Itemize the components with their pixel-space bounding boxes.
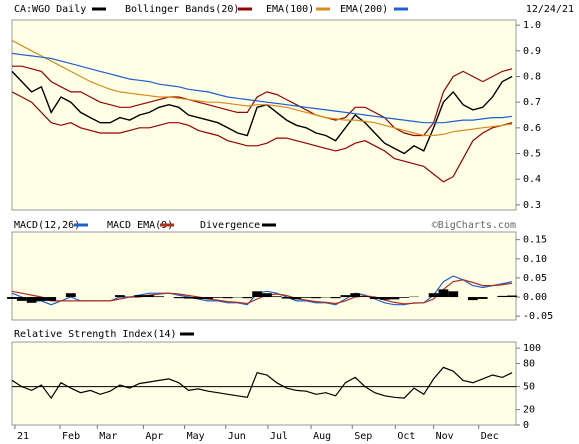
divergence-bar — [281, 297, 292, 299]
series-line — [11, 366, 513, 400]
y-tick-label: 0.00 — [523, 292, 547, 303]
y-tick-label: 0.4 — [523, 174, 541, 185]
divergence-bar — [340, 295, 351, 298]
divergence-bar — [154, 296, 164, 298]
series-line — [11, 52, 513, 124]
x-tick-label: Feb — [62, 431, 80, 442]
date-label: 12/24/21 — [526, 4, 574, 15]
divergence-bar — [291, 297, 302, 300]
divergence-bar — [301, 297, 312, 298]
divergence-bar — [203, 297, 214, 299]
y-tick-label: -0.05 — [523, 311, 553, 322]
series-line — [11, 70, 513, 155]
divergence-bar — [438, 289, 449, 298]
legend-label: CA:WGO Daily — [14, 4, 86, 15]
y-tick-label: 20 — [523, 405, 535, 416]
divergence-bar — [428, 293, 439, 298]
y-tick-label: 0.05 — [523, 273, 547, 284]
divergence-bar — [467, 297, 478, 301]
y-tick-label: 0.15 — [523, 235, 547, 246]
x-tick-label: Apr — [145, 431, 163, 442]
y-tick-label: 0 — [523, 420, 529, 431]
legend-label: MACD(12,26) — [14, 220, 80, 231]
x-tick-label: Sep — [354, 431, 372, 442]
legend-label: Bollinger Bands(20) — [125, 4, 239, 15]
divergence-bar — [360, 296, 370, 298]
x-tick-label: May — [187, 431, 205, 442]
y-tick-label: 80 — [523, 359, 535, 370]
x-tick-label: Mar — [99, 431, 117, 442]
divergence-bar — [173, 297, 184, 299]
divergence-bar — [65, 293, 76, 298]
legend-label: EMA(200) — [340, 4, 388, 15]
divergence-bar — [271, 296, 282, 298]
macd-panel — [11, 231, 517, 321]
divergence-bar — [477, 297, 488, 299]
band-lower — [11, 91, 513, 183]
legend-label: MACD EMA(9) — [107, 220, 173, 231]
divergence-bar — [379, 297, 390, 300]
divergence-bar — [222, 297, 233, 299]
y-tick-label: 0.8 — [523, 71, 541, 82]
divergence-bar — [242, 297, 253, 299]
divergence-bar — [183, 297, 194, 299]
divergence-bar — [389, 297, 400, 300]
y-tick-label: 1.0 — [523, 20, 541, 31]
divergence-bar — [144, 295, 155, 298]
divergence-bar — [26, 297, 37, 303]
divergence-bar — [252, 291, 263, 298]
y-tick-label: 0.6 — [523, 123, 541, 134]
source-label: ©BigCharts.com — [432, 220, 516, 231]
divergence-bar — [193, 297, 204, 299]
y-tick-label: 100 — [523, 343, 541, 354]
y-tick-label: 0.7 — [523, 97, 541, 108]
y-tick-label: 0.3 — [523, 200, 541, 211]
price-panel — [11, 19, 517, 211]
divergence-bar — [114, 295, 125, 298]
divergence-bar — [134, 295, 145, 298]
series-line — [11, 39, 513, 137]
x-tick-label: Dec — [481, 431, 499, 442]
x-tick-label: Aug — [313, 431, 331, 442]
y-tick-label: 0.9 — [523, 46, 541, 57]
divergence-bar — [448, 291, 459, 298]
y-tick-label: 0.5 — [523, 149, 541, 160]
divergence-bar — [497, 295, 508, 298]
divergence-bar — [213, 297, 223, 298]
rsi-panel — [11, 341, 517, 426]
x-tick-label: Nov — [436, 431, 454, 442]
divergence-bar — [399, 297, 410, 298]
legend-label: Relative Strength Index(14) — [14, 329, 177, 340]
divergence-bar — [16, 297, 27, 301]
band-upper — [12, 65, 513, 137]
x-tick-label: 21 — [17, 431, 29, 442]
divergence-bar — [7, 297, 17, 299]
divergence-bar — [46, 297, 57, 301]
divergence-bar — [330, 297, 341, 299]
x-tick-label: Jul — [270, 431, 288, 442]
divergence-bar — [350, 293, 361, 298]
series-line — [11, 279, 513, 305]
divergence-bar — [311, 297, 321, 299]
divergence-bar — [507, 295, 517, 298]
divergence-bar — [369, 297, 380, 299]
divergence-bar — [36, 297, 47, 301]
x-tick-label: Oct — [397, 431, 415, 442]
divergence-bar — [262, 293, 272, 298]
legend-label: EMA(100) — [266, 4, 314, 15]
x-tick-label: Jun — [228, 431, 246, 442]
legend-label: Divergence — [200, 220, 260, 231]
y-tick-label: 0.10 — [523, 254, 547, 265]
y-tick-label: 50 — [523, 382, 535, 393]
